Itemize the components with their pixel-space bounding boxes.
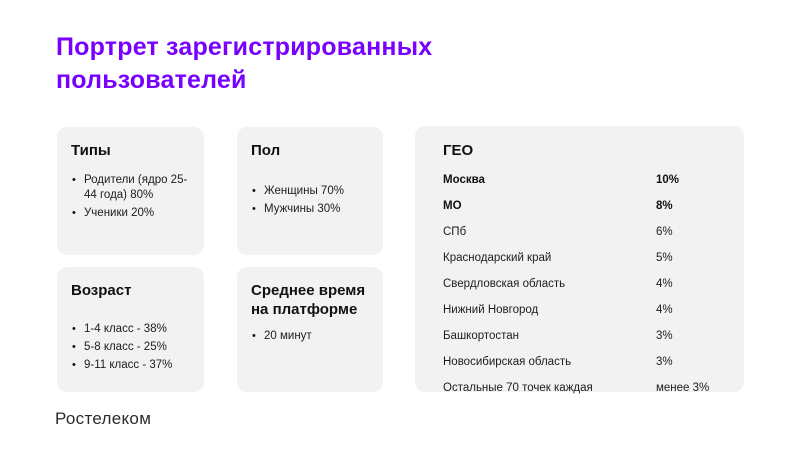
table-row: Краснодарский край 5% — [443, 245, 730, 271]
card-age-list: 1-4 класс - 38% 5-8 класс - 25% 9-11 кла… — [71, 322, 190, 373]
geo-label: МО — [443, 200, 462, 212]
card-avg-time: Среднее время на платформе 20 минут — [237, 267, 383, 392]
list-item: Мужчины 30% — [251, 202, 369, 217]
card-types-list: Родители (ядро 25-44 года) 80% Ученики 2… — [71, 173, 190, 221]
geo-label: Остальные 70 точек каждая — [443, 382, 593, 394]
geo-label: Москва — [443, 174, 485, 186]
geo-value: 8% — [656, 200, 673, 212]
list-item: 1-4 класс - 38% — [71, 322, 190, 337]
geo-label: Башкортостан — [443, 330, 520, 342]
geo-table: Москва 10% МО 8% СПб 6% Краснодарский кр… — [443, 167, 730, 401]
geo-value: 3% — [656, 330, 673, 342]
rostelecom-logo: Ростелеком — [55, 409, 152, 428]
card-avg-time-list: 20 минут — [251, 329, 369, 344]
geo-value: 5% — [656, 252, 673, 264]
geo-label: Новосибирская область — [443, 356, 572, 368]
card-types-heading: Типы — [71, 142, 111, 159]
geo-value: 4% — [656, 304, 673, 316]
table-row: Москва 10% — [443, 167, 730, 193]
geo-value: 6% — [656, 226, 673, 238]
geo-value: менее 3% — [656, 382, 710, 394]
geo-value: 3% — [656, 356, 673, 368]
card-age: Возраст 1-4 класс - 38% 5-8 класс - 25% … — [57, 267, 204, 392]
list-item: Ученики 20% — [71, 206, 190, 221]
table-row: СПб 6% — [443, 219, 730, 245]
card-gender-list: Женщины 70% Мужчины 30% — [251, 184, 369, 217]
card-geo: ГЕО Москва 10% МО 8% СПб 6% Краснодарски… — [415, 126, 744, 394]
geo-label: Нижний Новгород — [443, 304, 539, 316]
card-gender: Пол Женщины 70% Мужчины 30% — [237, 127, 383, 255]
card-gender-heading: Пол — [251, 142, 281, 159]
card-avg-time-heading: Среднее время на платформе — [251, 282, 366, 318]
list-item: 5-8 класс - 25% — [71, 340, 190, 355]
table-row: Нижний Новгород 4% — [443, 297, 730, 323]
card-geo-heading: ГЕО — [443, 142, 474, 159]
card-types: Типы Родители (ядро 25-44 года) 80% Учен… — [57, 127, 204, 255]
geo-label: Краснодарский край — [443, 252, 552, 264]
geo-label: СПб — [443, 226, 467, 238]
list-item: Родители (ядро 25-44 года) 80% — [71, 173, 190, 203]
table-row: Башкортостан 3% — [443, 323, 730, 349]
table-row: Остальные 70 точек каждая менее 3% — [443, 375, 730, 401]
list-item: 9-11 класс - 37% — [71, 358, 190, 373]
page-title: Портрет зарегистрированных пользователей — [56, 33, 433, 94]
geo-label: Свердловская область — [443, 278, 566, 290]
list-item: Женщины 70% — [251, 184, 369, 199]
table-row: Свердловская область 4% — [443, 271, 730, 297]
list-item: 20 минут — [251, 329, 369, 344]
geo-value: 4% — [656, 278, 673, 290]
table-row: Новосибирская область 3% — [443, 349, 730, 375]
table-row: МО 8% — [443, 193, 730, 219]
card-age-heading: Возраст — [71, 282, 132, 299]
geo-value: 10% — [656, 174, 680, 186]
